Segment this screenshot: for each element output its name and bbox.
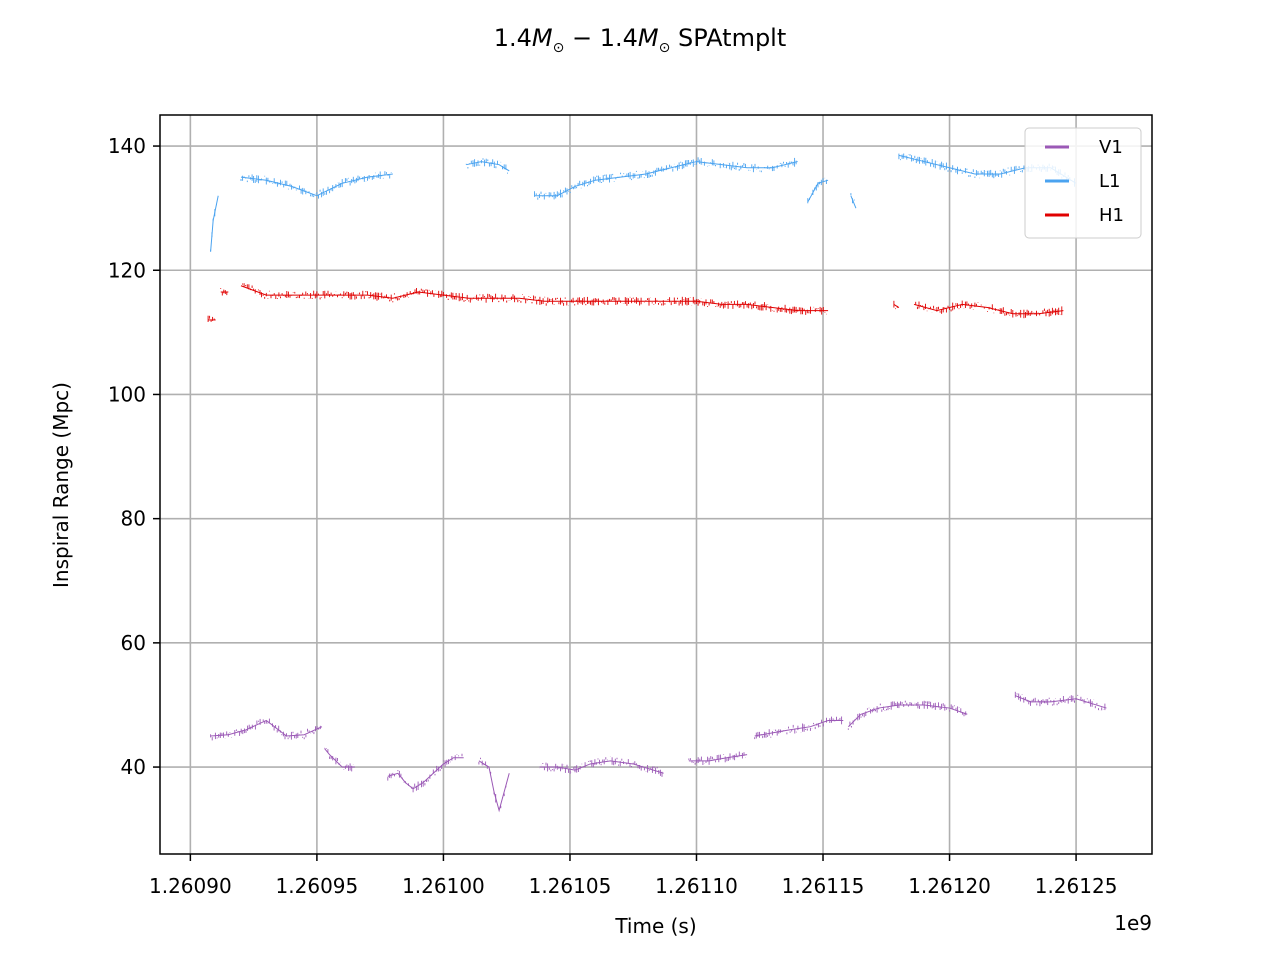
series-line: [893, 303, 900, 308]
y-tick-label: 140: [108, 134, 146, 158]
series-l1: [210, 153, 1077, 252]
legend-label: V1: [1099, 137, 1123, 158]
x-tick-label: 1.26115: [782, 874, 865, 898]
series-line: [688, 754, 748, 762]
y-tick-label: 120: [108, 258, 146, 282]
legend: V1 L1 H1: [1024, 127, 1142, 239]
title-part: SPAtmplt: [670, 24, 786, 52]
y-tick-label: 100: [108, 382, 146, 406]
title-part: M: [532, 24, 553, 52]
series-line: [1015, 695, 1107, 709]
x-tick-label: 1.26110: [655, 874, 738, 898]
series-layer: [207, 153, 1107, 813]
title-part: − 1.4: [564, 24, 638, 52]
x-tick-label: 1.26105: [529, 874, 612, 898]
legend-label: H1: [1099, 205, 1124, 226]
x-tick-label: 1.26125: [1035, 874, 1118, 898]
x-tick-label: 1.26120: [908, 874, 991, 898]
ticks: 1.26090 1.26095 1.26100 1.26105 1.26110 1.261…: [108, 134, 1118, 898]
x-tick-label: 1.26095: [276, 874, 359, 898]
y-tick-label: 60: [121, 631, 146, 655]
x-tick-label: 1.26090: [149, 874, 232, 898]
series-line: [850, 195, 857, 209]
plot-frame: [159, 114, 1153, 855]
y-tick-label: 40: [121, 755, 146, 779]
series-h1: [207, 283, 1064, 322]
x-tick-label: 1.26100: [402, 874, 485, 898]
title-part: 1.4: [494, 24, 532, 52]
series-line: [534, 161, 798, 197]
series-line: [240, 285, 829, 312]
title-part: M: [638, 24, 659, 52]
x-axis-label: Time (s): [614, 914, 696, 938]
x-offset-label: 1e9: [1114, 911, 1152, 935]
y-axis-label: Inspiral Range (Mpc): [49, 382, 73, 588]
legend-label: L1: [1099, 171, 1120, 192]
series-v1: [210, 691, 1107, 813]
title-part: ⊙: [553, 40, 565, 56]
chart-title: 1.4M⊙ − 1.4M⊙ SPAtmplt: [494, 24, 787, 56]
legend-box: [1024, 127, 1142, 239]
title-part: ⊙: [659, 40, 671, 56]
y-tick-label: 80: [121, 507, 146, 531]
